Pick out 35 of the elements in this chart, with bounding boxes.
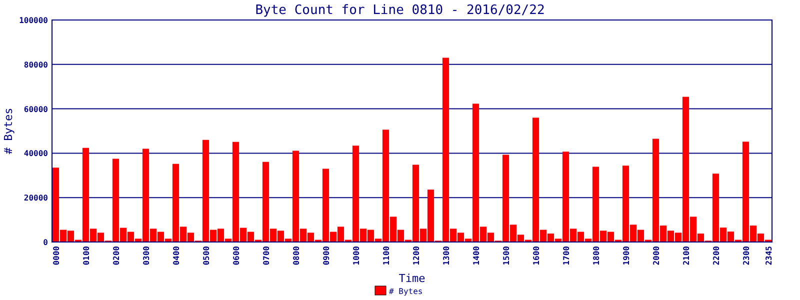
x-tick-label: 1500	[502, 246, 511, 266]
x-tick-label: 1300	[442, 246, 451, 266]
x-tick-label: 0000	[52, 246, 61, 266]
x-tick-label: 1800	[592, 246, 601, 266]
x-tick-label: 1900	[622, 246, 631, 266]
y-tick-label: 100000	[19, 16, 48, 25]
y-tick-label: 0	[43, 238, 48, 247]
legend-label: # Bytes	[389, 287, 423, 296]
x-tick-label: 2000	[652, 246, 661, 266]
x-tick-label: 0600	[232, 246, 241, 266]
x-tick-label: 2345	[764, 246, 774, 266]
x-tick-label: 0700	[262, 246, 271, 266]
x-tick-label: 0400	[172, 246, 181, 266]
x-tick-label: 2300	[742, 246, 751, 266]
x-tick-label: 0300	[142, 246, 151, 266]
x-tick-label: 1400	[472, 246, 481, 266]
x-tick-label: 1600	[532, 246, 541, 266]
chart-title: Byte Count for Line 0810 - 2016/02/22	[255, 3, 545, 18]
x-tick-label: 0500	[202, 246, 211, 266]
x-tick-label: 1200	[412, 246, 421, 266]
x-tick-label: 0900	[322, 246, 331, 266]
x-tick-label: 2100	[682, 246, 691, 266]
y-tick-label: 80000	[24, 60, 48, 70]
y-axis-title: # Bytes	[2, 108, 15, 154]
x-tick-label: 2200	[712, 246, 721, 266]
y-tick-label: 20000	[24, 194, 48, 203]
x-tick-label: 0100	[82, 246, 91, 266]
y-tick-label: 60000	[24, 104, 48, 114]
x-tick-label: 0200	[112, 246, 121, 266]
x-tick-label: 0800	[292, 246, 301, 266]
x-tick-label: 1700	[562, 246, 571, 266]
x-tick-label: 1000	[352, 246, 361, 266]
y-tick-label: 40000	[24, 149, 48, 158]
x-tick-label: 1100	[382, 246, 391, 266]
x-axis-title: Time	[398, 272, 426, 285]
